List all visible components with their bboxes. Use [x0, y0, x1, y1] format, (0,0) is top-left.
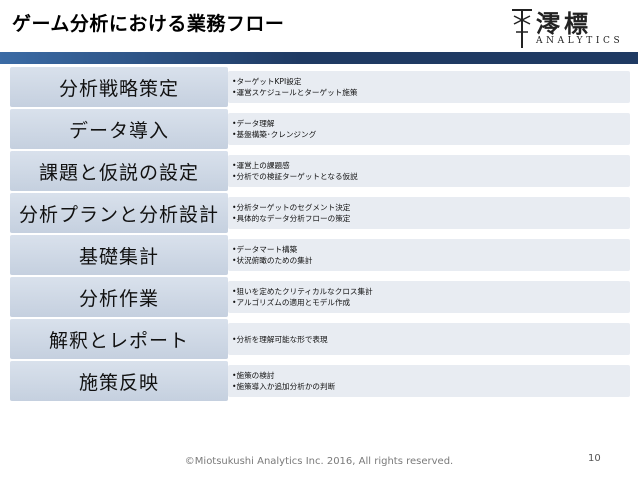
workflow-step: 分析作業 •狙いを定めたクリティカルなクロス集計 •アルゴリズムの適用とモデル作… [0, 277, 638, 317]
step-detail-line: •基盤構築･クレンジング [232, 130, 317, 139]
step-label: 解釈とレポート [10, 319, 238, 359]
workflow-step: 課題と仮説の設定 •運営上の課題感 •分析での検証ターゲットとなる仮説 [0, 151, 638, 191]
step-label: 課題と仮説の設定 [10, 151, 238, 191]
step-details: •ターゲットKPI設定 •運営スケジュールとターゲット施策 [228, 71, 630, 103]
page-number: 10 [588, 453, 601, 464]
step-detail-line: •アルゴリズムの適用とモデル作成 [232, 298, 351, 307]
step-details: •分析を理解可能な形で表現 [228, 323, 630, 355]
workflow-step: データ導入 •データ理解 •基盤構築･クレンジング [0, 109, 638, 149]
page-title: ゲーム分析における業務フロー [12, 13, 285, 35]
step-detail-line: •運営上の課題感 [232, 161, 290, 170]
step-details: •運営上の課題感 •分析での検証ターゲットとなる仮説 [228, 155, 630, 187]
step-detail-line: •施策導入か追加分析かの判断 [232, 382, 336, 391]
logo-mark-icon [512, 9, 532, 48]
step-label: 基礎集計 [10, 235, 238, 275]
workflow-step: 施策反映 •施策の検討 •施策導入か追加分析かの判断 [0, 361, 638, 401]
workflow-step: 分析プランと分析設計 •分析ターゲットのセグメント決定 •具体的なデータ分析フロ… [0, 193, 638, 233]
step-detail-line: •具体的なデータ分析フローの策定 [232, 214, 351, 223]
step-details: •データマート構築 •状況俯瞰のための集計 [228, 239, 630, 271]
step-label: 分析作業 [10, 277, 238, 317]
logo-text: ANALYTICS [536, 36, 624, 46]
step-label: 分析戦略策定 [10, 67, 238, 107]
step-details: •狙いを定めたクリティカルなクロス集計 •アルゴリズムの適用とモデル作成 [228, 281, 630, 313]
step-label: データ導入 [10, 109, 238, 149]
step-detail-line: •ターゲットKPI設定 [232, 77, 302, 86]
step-detail-line: •データ理解 [232, 119, 275, 128]
step-detail-line: •状況俯瞰のための集計 [232, 256, 313, 265]
step-detail-line: •分析での検証ターゲットとなる仮説 [232, 172, 358, 181]
step-detail-line: •分析ターゲットのセグメント決定 [232, 203, 351, 212]
step-detail-line: •分析を理解可能な形で表現 [232, 334, 328, 344]
logo-kanji: 澪標 [536, 9, 592, 38]
step-details: •データ理解 •基盤構築･クレンジング [228, 113, 630, 145]
step-label: 施策反映 [10, 361, 238, 401]
workflow-step: 分析戦略策定 •ターゲットKPI設定 •運営スケジュールとターゲット施策 [0, 67, 638, 107]
copyright-footer: ©Miotsukushi Analytics Inc. 2016, All ri… [184, 456, 454, 467]
step-detail-line: •データマート構築 [232, 245, 298, 254]
header-bar [0, 52, 638, 64]
step-details: •施策の検討 •施策導入か追加分析かの判断 [228, 365, 630, 397]
step-details: •分析ターゲットのセグメント決定 •具体的なデータ分析フローの策定 [228, 197, 630, 229]
step-detail-line: •施策の検討 [232, 371, 275, 380]
company-logo: 澪標 ANALYTICS [510, 4, 632, 52]
step-detail-line: •狙いを定めたクリティカルなクロス集計 [232, 287, 373, 296]
workflow-step: 基礎集計 •データマート構築 •状況俯瞰のための集計 [0, 235, 638, 275]
workflow-step: 解釈とレポート •分析を理解可能な形で表現 [0, 319, 638, 359]
step-detail-line: •運営スケジュールとターゲット施策 [232, 88, 358, 97]
step-label: 分析プランと分析設計 [10, 193, 238, 233]
